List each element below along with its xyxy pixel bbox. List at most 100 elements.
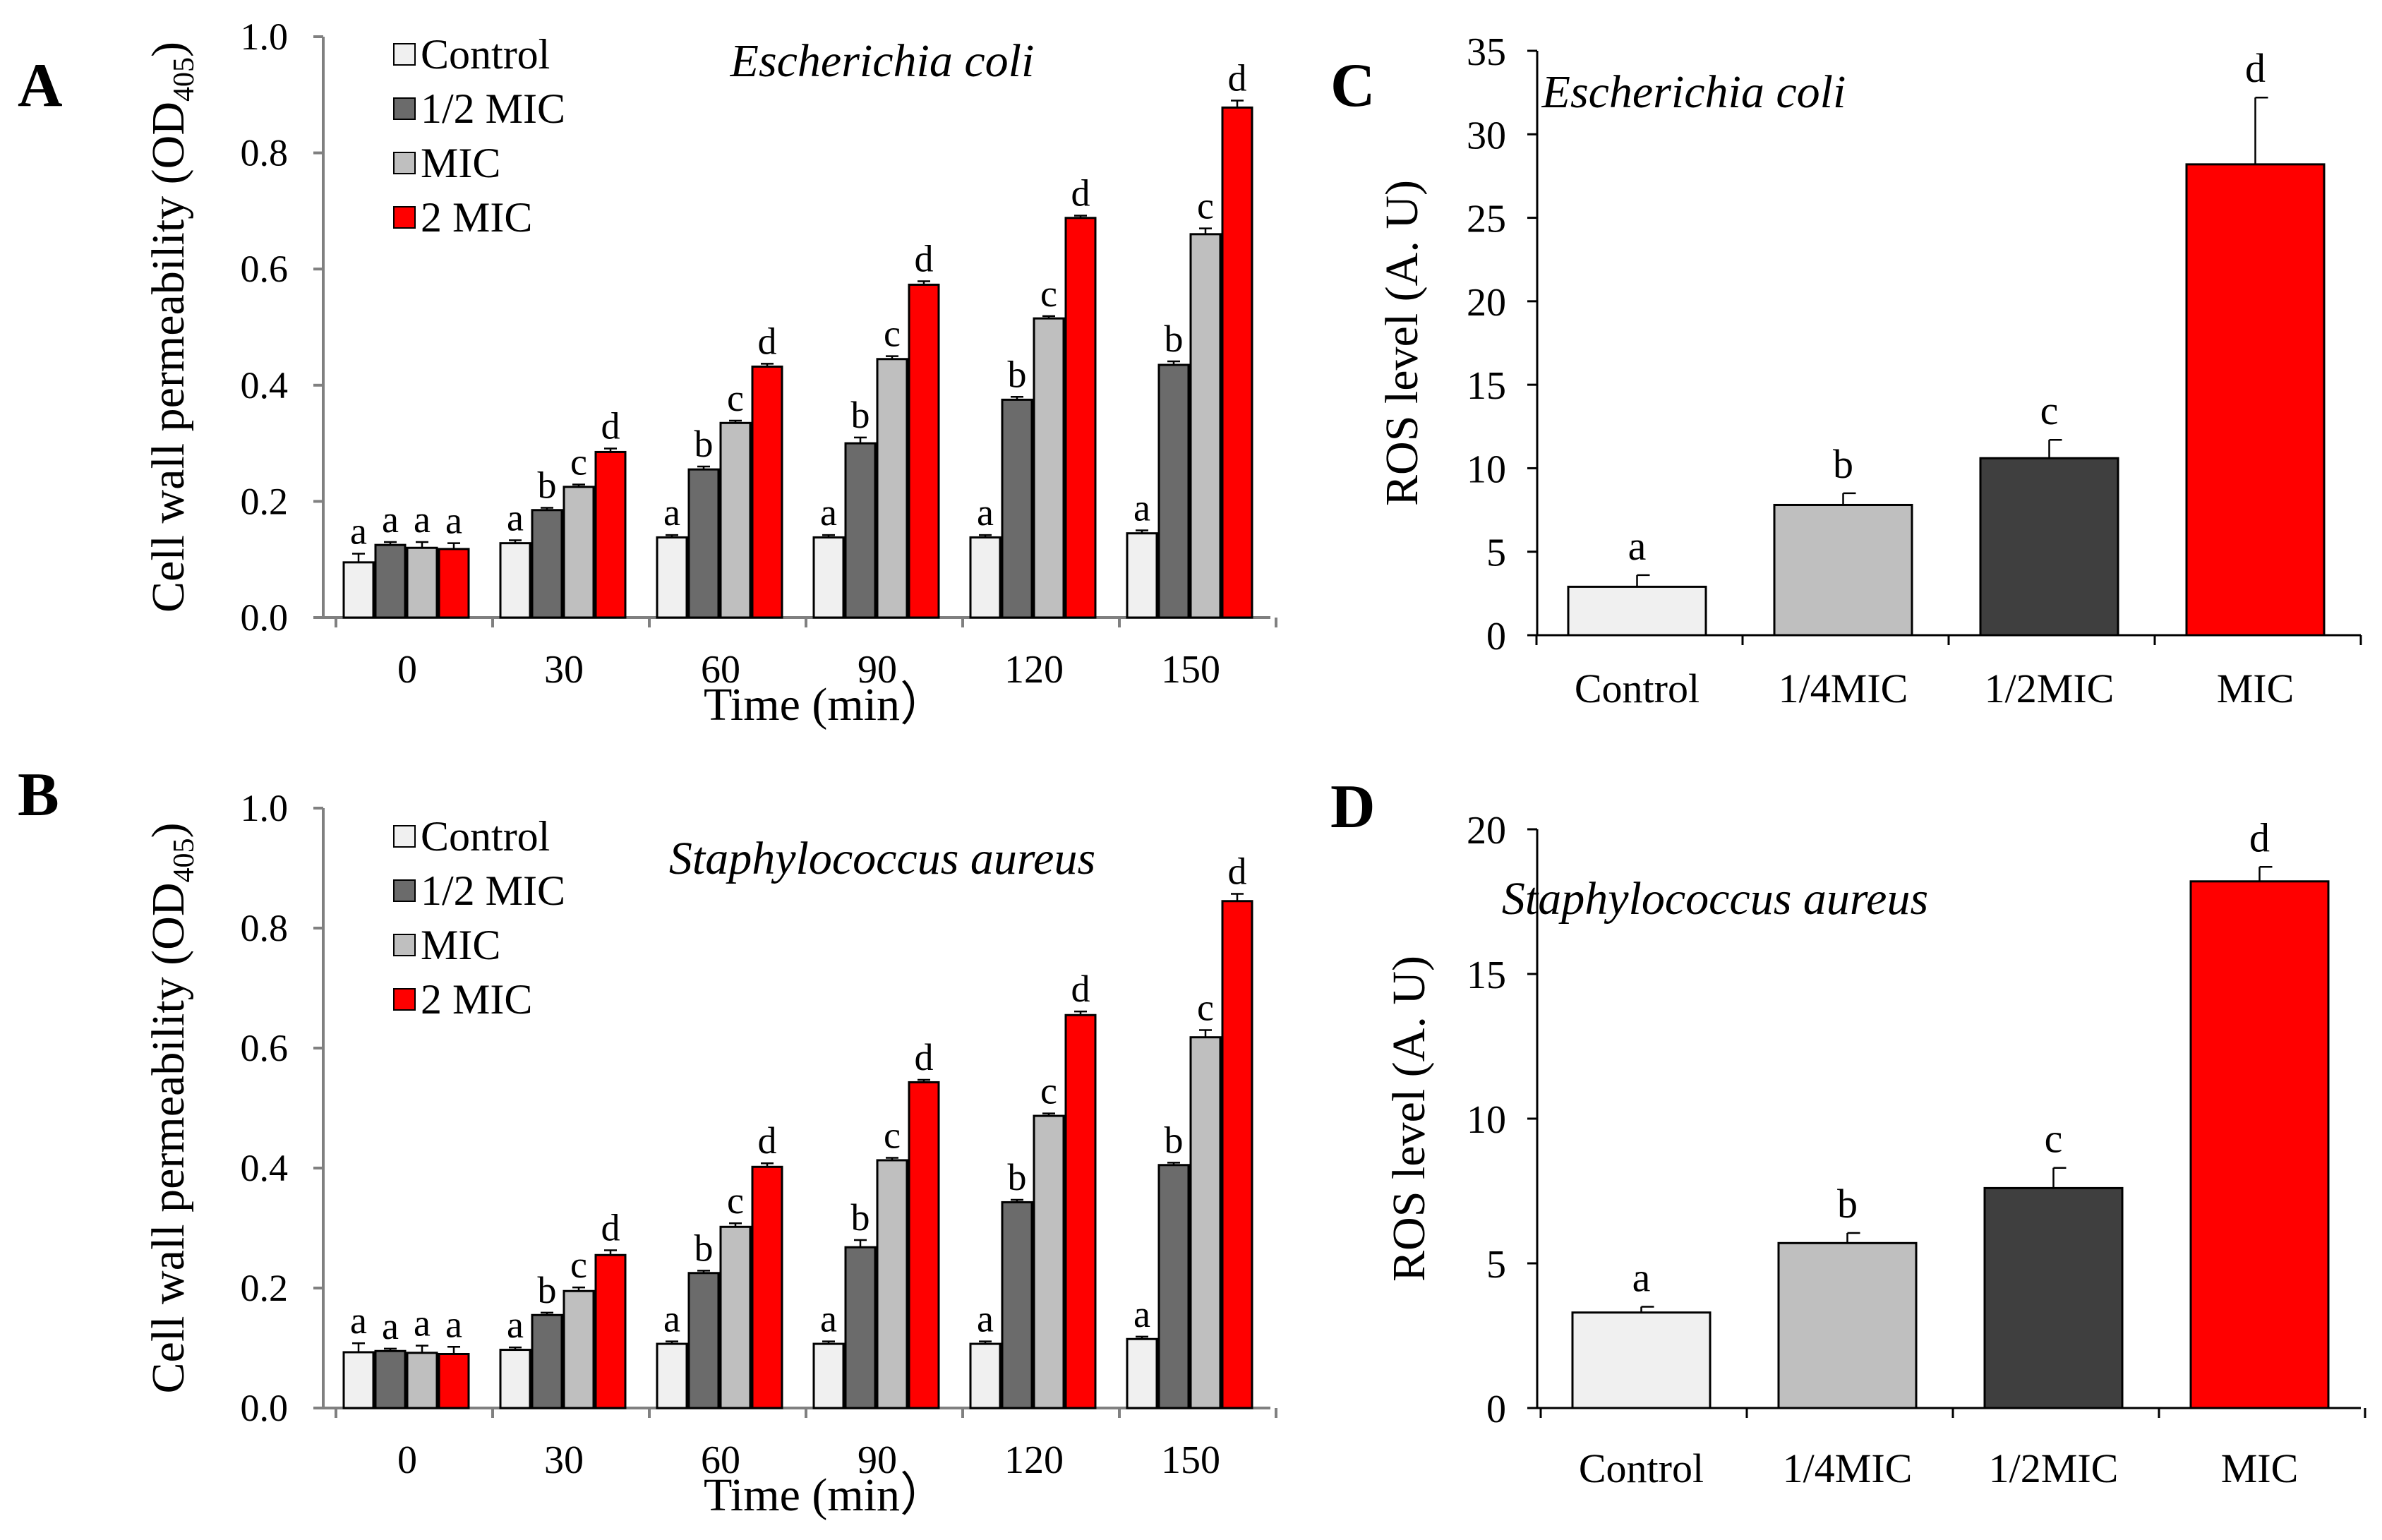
significance-letter: d: [915, 1036, 934, 1078]
panel-A: A 0.0 0.2 0.4 0.6 0.8 1.0 Cell wall permeabilit…: [18, 16, 1277, 730]
significance-letter: b: [538, 464, 557, 506]
bar: [969, 1342, 1001, 1409]
significance-letter: a: [1133, 487, 1150, 529]
chart-title: Escherichia coli: [1541, 66, 1846, 118]
x-tick-label: 30: [544, 1438, 584, 1482]
significance-letter: d: [1228, 850, 1247, 893]
y-tick-label: 20: [1467, 809, 1506, 853]
bar: [812, 1342, 845, 1409]
legend-swatch: [393, 206, 416, 229]
legend-swatch: [393, 879, 416, 902]
legend: Control 1/2 MIC MIC 2 MIC: [393, 31, 565, 241]
significance-letter: a: [1632, 1255, 1651, 1301]
bar: [908, 283, 940, 619]
x-tick-label: 60: [701, 1438, 740, 1482]
y-axis-label-close: ): [143, 42, 194, 57]
bar: [531, 509, 563, 619]
legend-swatch: [393, 97, 416, 120]
significance-letter: b: [1008, 353, 1027, 395]
significance-letter: a: [820, 1298, 837, 1340]
x-tick-label: 1/4MIC: [1779, 666, 1908, 711]
y-tick-label: 1.0: [241, 787, 289, 829]
significance-letter: d: [601, 405, 620, 447]
significance-letter: b: [694, 423, 714, 465]
significance-letter: d: [915, 237, 934, 279]
bar: [719, 1225, 752, 1409]
bar: [969, 536, 1001, 619]
legend-label: 2 MIC: [421, 976, 532, 1023]
panel-label: B: [18, 761, 59, 829]
legend-label: Control: [421, 31, 550, 78]
bar: [1126, 1337, 1158, 1409]
significance-letter: a: [820, 491, 837, 534]
significance-letter: c: [1040, 272, 1057, 315]
bar: [719, 421, 752, 619]
significance-letter: b: [1165, 1119, 1184, 1161]
y-axis-label: ROS level (A. U): [1376, 180, 1428, 506]
significance-letter: a: [1628, 523, 1647, 569]
x-tick-label: MIC: [2217, 666, 2294, 711]
bar: [876, 358, 908, 619]
bar: [687, 468, 720, 619]
bar: [751, 1165, 783, 1409]
y-tick-label: 0: [1486, 1388, 1506, 1431]
legend-label: 1/2 MIC: [421, 85, 565, 132]
x-axis-label: Time (min）: [704, 1469, 946, 1521]
x-tick-label: 120: [1004, 1438, 1064, 1482]
y-axis-label-main: Cell wall permeability (OD: [143, 102, 194, 613]
bar: [1567, 585, 1707, 637]
bar: [812, 536, 845, 619]
bar: [1221, 900, 1253, 1409]
significance-letter: a: [507, 1304, 524, 1346]
bar: [1189, 233, 1222, 619]
y-axis-label: ROS level (A. U): [1383, 956, 1435, 1282]
significance-letter: c: [1197, 987, 1214, 1029]
legend: Control 1/2 MIC MIC 2 MIC: [393, 813, 565, 1023]
significance-letter: c: [1040, 1070, 1057, 1112]
legend-label: 1/2 MIC: [421, 867, 565, 914]
y-axis-label-main: Cell wall permeability (OD: [143, 883, 194, 1394]
chart-title: Escherichia coli: [730, 35, 1035, 87]
y-tick-label: 0.0: [241, 1387, 289, 1429]
bar: [1983, 1186, 2124, 1409]
x-tick-label: 1/4MIC: [1783, 1445, 1913, 1491]
x-tick-label: 120: [1004, 648, 1064, 692]
bar: [1001, 398, 1033, 619]
y-tick-label: 0: [1486, 615, 1506, 658]
significance-letter: d: [758, 320, 777, 362]
significance-letter: a: [382, 1305, 399, 1347]
bar: [1033, 317, 1065, 619]
y-tick-label: 5: [1486, 1243, 1506, 1287]
x-tick-label: Control: [1575, 666, 1700, 711]
x-tick-label: MIC: [2221, 1445, 2299, 1491]
bar: [594, 450, 627, 619]
significance-letter: c: [884, 1114, 901, 1157]
bar: [499, 542, 531, 619]
significance-letter: b: [694, 1227, 714, 1269]
bar: [1571, 1311, 1712, 1409]
bar: [2189, 880, 2330, 1409]
bar: [1033, 1114, 1065, 1409]
bar: [687, 1272, 720, 1409]
y-tick-label: 10: [1467, 447, 1506, 491]
bar: [563, 486, 595, 619]
significance-letter: d: [601, 1206, 620, 1249]
x-axis-label: Time (min）: [704, 679, 946, 730]
significance-letter: c: [1197, 185, 1214, 227]
bar: [342, 1351, 375, 1409]
bar: [1221, 106, 1253, 619]
panel-D: D 0 5 10 15 20 ROS level (A. U) Staphylococcus …: [1330, 773, 2366, 1491]
bar: [1157, 363, 1190, 619]
y-tick-label: 20: [1467, 281, 1506, 325]
y-tick-label: 0.0: [241, 596, 289, 639]
panel-label: D: [1330, 773, 1376, 841]
y-axis-label-subscript: 405: [168, 57, 200, 102]
significance-letter: a: [382, 498, 399, 541]
bar: [2185, 163, 2326, 637]
significance-letter: a: [663, 1298, 680, 1340]
significance-letter: a: [414, 498, 431, 541]
bar: [1001, 1201, 1033, 1409]
significance-letter: c: [727, 377, 744, 419]
bar: [342, 561, 375, 619]
legend-label: MIC: [421, 140, 500, 186]
